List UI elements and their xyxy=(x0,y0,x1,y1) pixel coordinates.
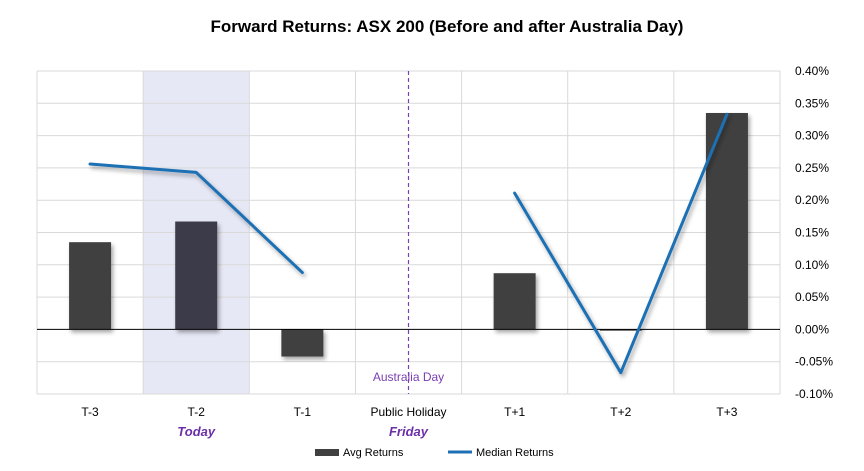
x-tick-label: T-1 xyxy=(294,405,312,419)
bar-t-1 xyxy=(281,329,324,357)
x-tick-label: T+3 xyxy=(716,405,737,419)
bar-t-3 xyxy=(69,242,112,330)
x-tick-label: T+2 xyxy=(610,405,631,419)
median-returns-line xyxy=(88,162,304,275)
y-tick-label: 0.10% xyxy=(795,258,829,272)
x-tick-label: T-2 xyxy=(188,405,206,419)
y-tick-label: -0.10% xyxy=(795,387,833,401)
y-tick-label: -0.05% xyxy=(795,355,833,369)
bar-t-3 xyxy=(705,112,748,330)
legend: Avg Returns Median Returns xyxy=(315,447,554,459)
x-tick-label: T+1 xyxy=(504,405,525,419)
y-tick-label: 0.35% xyxy=(795,96,829,110)
y-tick-label: 0.05% xyxy=(795,290,829,304)
x-sublabel: Friday xyxy=(389,424,429,439)
x-sublabel: Today xyxy=(177,424,216,439)
chart-title: Forward Returns: ASX 200 (Before and aft… xyxy=(211,17,684,36)
legend-swatch-avg-returns xyxy=(315,449,339,456)
y-tick-label: 0.15% xyxy=(795,226,829,240)
bar-t-2 xyxy=(175,221,218,330)
y-tick-label: 0.40% xyxy=(795,64,829,78)
plot-area: -0.10% -0.05% 0.00% 0.05% 0.10% 0.15% 0.20% 0.2… xyxy=(36,64,833,439)
x-tick-label: Public Holiday xyxy=(370,405,446,419)
bar-t-1 xyxy=(493,273,536,330)
bar-t-2 xyxy=(599,329,642,331)
y-tick-label: 0.25% xyxy=(795,161,829,175)
legend-label-median-returns: Median Returns xyxy=(476,447,554,459)
y-tick-label: 0.20% xyxy=(795,193,829,207)
australia-day-label: Australia Day xyxy=(373,370,444,384)
legend-label-avg-returns: Avg Returns xyxy=(343,447,404,459)
y-tick-label: 0.30% xyxy=(795,129,829,143)
x-tick-label: T-3 xyxy=(81,405,99,419)
y-tick-label: 0.00% xyxy=(795,322,829,336)
median-returns-line xyxy=(513,112,729,375)
